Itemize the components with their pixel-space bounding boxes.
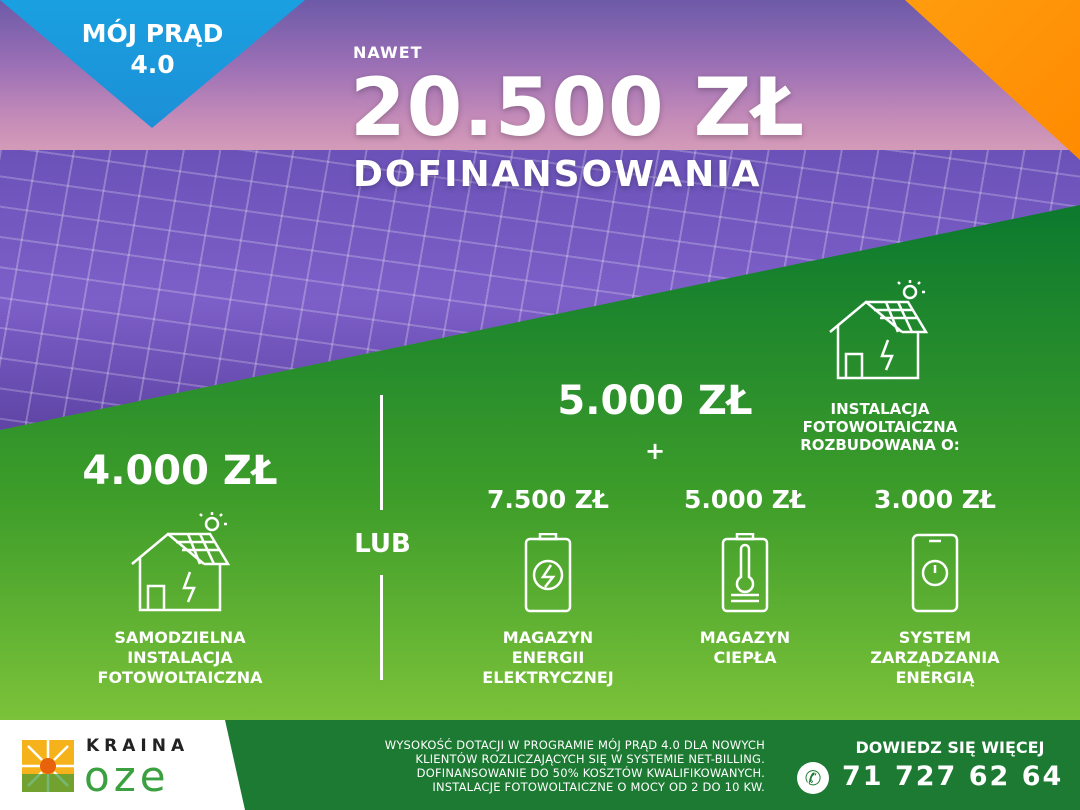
addon-label: MAGAZYN ENERGII ELEKTRYCZNEJ [482,628,614,687]
sun-logo-icon [22,740,74,792]
addon-label: SYSTEM ZARZĄDZANIA ENERGIĄ [870,628,1000,687]
program-badge-text: MÓJ PRĄD 4.0 [0,18,305,80]
logo-text-bottom: oze [84,752,170,801]
logo-text-top: KRAINA [86,736,190,756]
phone-number[interactable]: 71 727 62 64 [842,761,1064,792]
footer-disclaimer: WYSOKOŚĆ DOTACJI W PROGRAMIE MÓJ PRĄD 4.… [384,738,765,794]
left-label: SAMODZIELNA INSTALACJA FOTOWOLTAICZNA [97,628,263,687]
solar-house-icon [829,280,929,380]
right-amount: 5.000 ZŁ [557,378,753,424]
smartphone-power-icon [911,533,959,613]
addon-amount: 5.000 ZŁ [684,485,806,514]
headline-post: DOFINANSOWANIA [353,154,762,195]
addon-amount: 3.000 ZŁ [874,485,996,514]
solar-house-icon [131,512,231,612]
addon-amount: 7.500 ZŁ [487,485,609,514]
headline-amount: 20.500 ZŁ [350,61,805,154]
addon-label: MAGAZYN CIEPŁA [699,628,791,667]
plus-sign: + [644,437,666,465]
or-label: LUB [354,529,411,559]
thermometer-storage-icon [721,533,769,613]
badge-line-1: MÓJ PRĄD [81,19,224,48]
right-label: INSTALACJA FOTOWOLTAICZNA ROZBUDOWANA O: [800,400,960,454]
battery-bolt-icon [524,533,572,613]
cta-text: DOWIEDZ SIĘ WIĘCEJ [855,738,1045,757]
headline-pre: NAWET [353,43,423,62]
divider-line-top [380,395,383,510]
divider-line-bottom [380,575,383,680]
left-amount: 4.000 ZŁ [82,448,278,494]
badge-line-2: 4.0 [130,50,175,79]
phone-icon: ✆ [797,762,829,794]
